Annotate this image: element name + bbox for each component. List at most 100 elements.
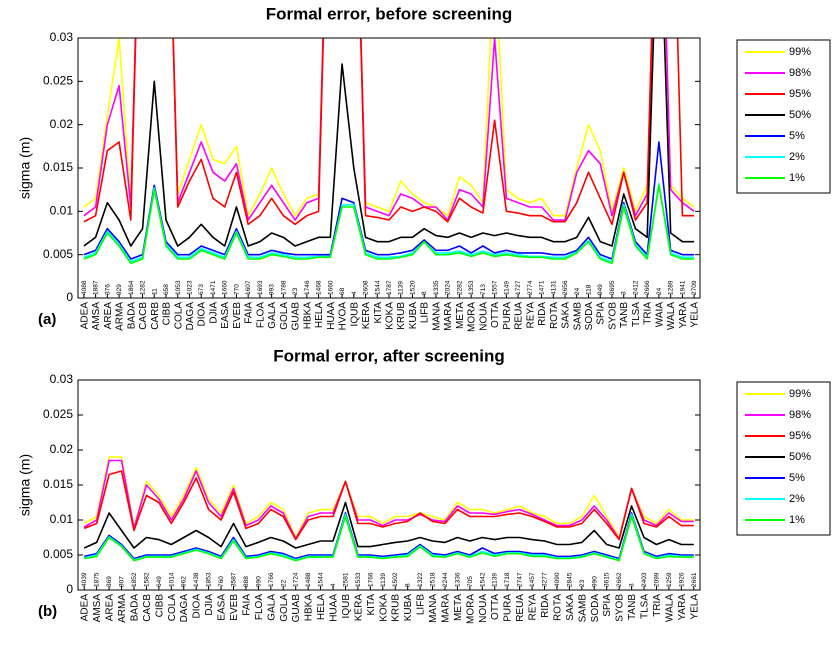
x-tick-label: META	[455, 302, 466, 329]
count-label: 1520	[409, 280, 416, 295]
legend-label: 5%	[789, 130, 805, 142]
count-label: 2403	[641, 572, 648, 587]
x-tick-label: PURA	[503, 594, 514, 622]
x-tick-label: RIDA	[540, 594, 551, 618]
count-label: 376	[104, 284, 111, 295]
count-label: 2774	[527, 280, 534, 295]
series-line	[83, 456, 694, 539]
x-tick-label: MANA	[428, 594, 439, 623]
x-tick-label: TLSA	[631, 302, 642, 327]
x-tick-label: SODA	[584, 302, 595, 331]
count-label: 2412	[632, 280, 639, 295]
count-label: 1582	[143, 572, 150, 587]
x-tick-label: GOLA	[279, 302, 290, 330]
count-label: 949	[597, 284, 604, 295]
x-tick-label: GUAB	[291, 302, 302, 331]
x-tick-label: WALA	[664, 594, 675, 622]
chart-title: Formal error, after screening	[273, 346, 504, 365]
x-tick-label: KERA	[361, 302, 372, 330]
count-label: 1853	[206, 572, 213, 587]
count-label: 1139	[398, 281, 405, 295]
x-tick-label: YELA	[689, 594, 700, 620]
count-label: 2518	[430, 572, 437, 587]
count-label: 3695	[609, 280, 616, 295]
x-tick-label: FLOA	[255, 302, 266, 328]
count-label: 2581	[342, 572, 349, 587]
count-label: 1471	[210, 280, 217, 295]
count-label: 1282	[140, 280, 147, 295]
count-label: 2024	[445, 280, 452, 295]
series-line	[83, 141, 695, 260]
x-tick-label: YELA	[690, 302, 701, 328]
x-tick-label: REYA	[528, 594, 539, 621]
y-tick-label: 0	[66, 290, 73, 304]
count-label: 22	[280, 579, 287, 587]
count-label: 1149	[503, 281, 510, 295]
x-tick-label: FAIA	[241, 594, 252, 616]
series-line	[83, 38, 695, 226]
series-lines	[83, 38, 695, 265]
x-tick-label: EVEB	[232, 302, 243, 329]
x-tick-label: COLA	[167, 594, 178, 622]
x-tick-label: HELA	[314, 302, 325, 328]
count-label: 673	[198, 284, 205, 295]
count-label: 1471	[539, 280, 546, 295]
count-label: 4	[330, 583, 337, 587]
count-label: 770	[233, 284, 240, 295]
x-tick-label: CACB	[142, 594, 153, 622]
series-line	[83, 184, 695, 265]
count-label: 1557	[492, 280, 499, 295]
x-tick-label: ADEA	[79, 302, 90, 330]
x-tick-label: IQUB	[349, 302, 360, 327]
x-tick-label: DAGA	[179, 594, 190, 623]
count-label: 1139	[492, 573, 499, 587]
series-line	[84, 512, 694, 560]
count-label: 8	[421, 291, 428, 295]
count-label: 713	[480, 284, 487, 295]
count-label: 1727	[515, 280, 522, 295]
x-tick-label: HUAA	[326, 302, 337, 330]
count-label: 1724	[293, 572, 300, 587]
count-label: 705	[467, 576, 474, 587]
count-label: 3	[629, 583, 636, 587]
x-tick-label: ROTA	[552, 594, 563, 621]
count-label: 23	[579, 579, 586, 587]
count-label: 1335	[433, 280, 440, 295]
series-line	[83, 38, 695, 221]
x-tick-label: RIDA	[537, 302, 548, 326]
x-tick-label: OTTA	[490, 594, 501, 620]
count-label: 8	[405, 583, 412, 587]
x-tick-label: FLOA	[254, 594, 265, 620]
legend-label: 2%	[789, 151, 805, 163]
y-tick-label: 0.03	[50, 372, 74, 386]
count-label: 1533	[355, 572, 362, 587]
count-label: 3277	[542, 572, 549, 587]
count-label: 2244	[442, 572, 449, 587]
x-tick-label: DJIA	[208, 302, 219, 324]
x-tick-label: TANB	[627, 594, 638, 620]
count-label: 1660	[222, 280, 229, 295]
plot-frame	[77, 379, 701, 591]
legend-label: 5%	[789, 472, 805, 484]
x-tick-label: SPIA	[602, 594, 613, 617]
series-line	[83, 470, 694, 541]
count-label: 24	[574, 287, 581, 295]
count-label: 2666	[644, 280, 651, 295]
x-tick-label: ARMA	[115, 302, 126, 331]
series-line	[84, 515, 694, 562]
x-tick-label: SAKA	[565, 594, 576, 621]
x-tick-label: DIOA	[197, 302, 208, 327]
series-line	[83, 459, 694, 540]
legend-label: 95%	[789, 430, 811, 442]
x-tick-label: PURA	[502, 302, 513, 330]
legend-box	[736, 39, 831, 194]
count-label: 369	[106, 576, 113, 587]
legend-label: 1%	[789, 514, 805, 526]
count-label: 1053	[175, 280, 182, 295]
count-label: 3	[621, 291, 628, 295]
x-tick-label: META	[453, 594, 464, 621]
count-label: 990	[255, 576, 262, 587]
legend-label: 99%	[789, 46, 811, 58]
x-tick-label: CIBB	[162, 302, 173, 326]
x-tick-label: NOUA	[478, 594, 489, 623]
